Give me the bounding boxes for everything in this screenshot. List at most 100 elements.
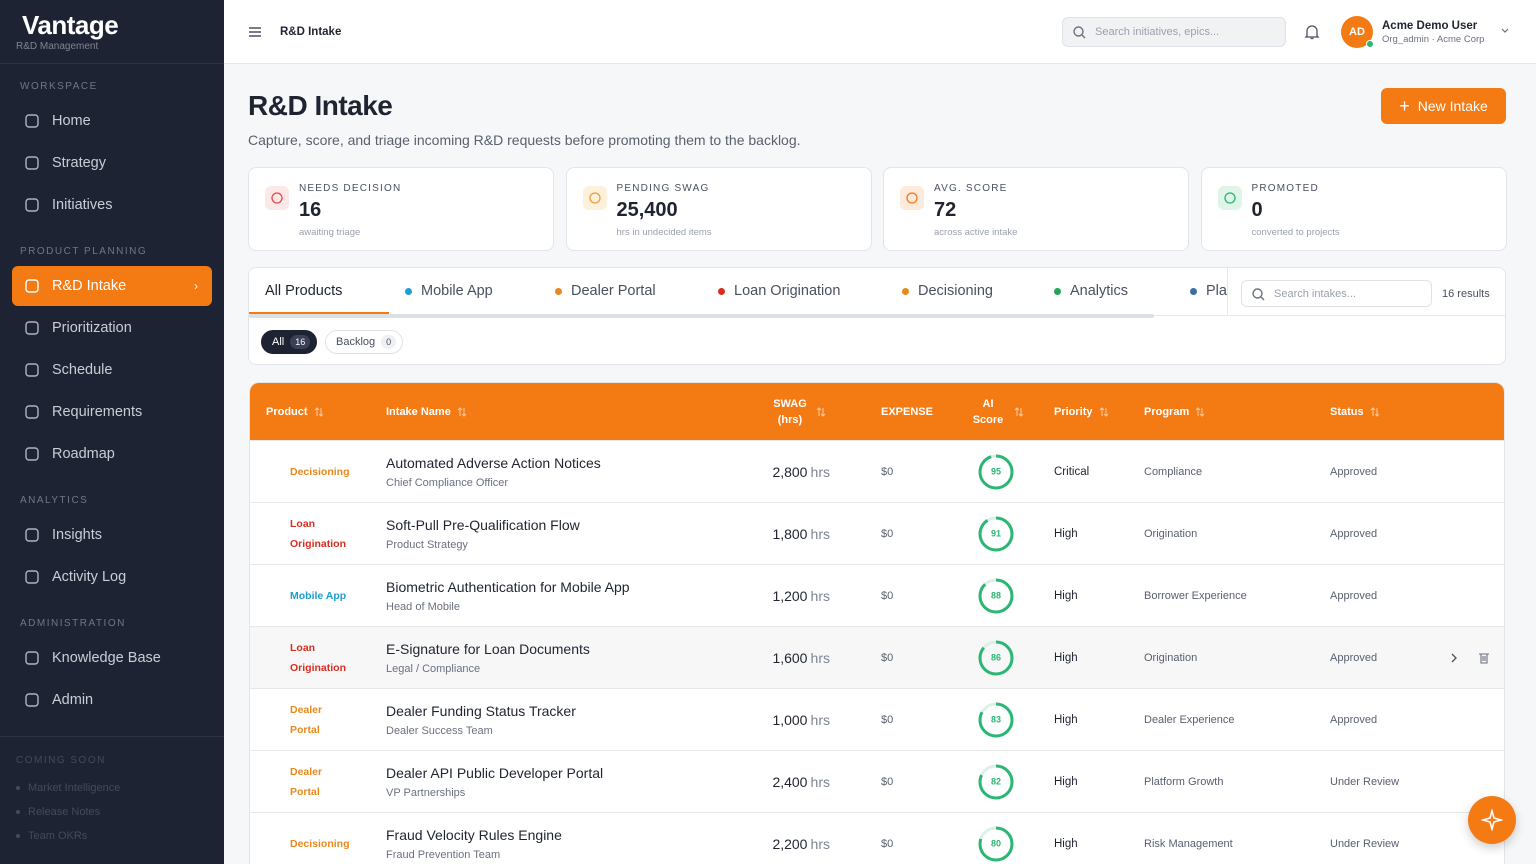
table-row[interactable]: Decisioning Automated Adverse Action Noti… <box>250 440 1504 502</box>
program: Platform Growth <box>1144 775 1224 788</box>
new-intake-button[interactable]: + New Intake <box>1381 88 1506 124</box>
swag: 1,800 <box>772 525 808 542</box>
table-row[interactable]: Dealer Portal Dealer API Public Developer… <box>250 750 1504 812</box>
filter-pill[interactable]: All 16 <box>261 330 318 354</box>
table-row[interactable]: Mobile App Biometric Authentication for M… <box>250 564 1504 626</box>
table-row[interactable]: Decisioning Fraud Velocity Rules Engine Fr… <box>250 812 1504 864</box>
table-row[interactable]: Loan Origination Soft-Pull Pre-Qualificat… <box>250 502 1504 564</box>
filter-count: 16 <box>290 335 311 349</box>
stat-icon <box>900 186 924 210</box>
column-header[interactable]: Status <box>1322 406 1504 418</box>
sort-icon[interactable] <box>1195 406 1205 417</box>
expense: $0 <box>881 589 894 602</box>
product-tab[interactable]: Loan Origination <box>718 268 840 314</box>
ai-assistant-button[interactable] <box>1468 796 1516 844</box>
expense: $0 <box>881 527 894 540</box>
product-tab[interactable]: All Products <box>265 268 342 314</box>
tab-label: Analytics <box>1070 283 1129 299</box>
icon-shape <box>1195 406 1205 417</box>
notifications[interactable] <box>1304 24 1320 40</box>
score-ring: 80 <box>978 826 1014 861</box>
column-header[interactable]: Priority <box>1046 406 1136 418</box>
product-tab[interactable]: Analytics <box>1054 268 1128 314</box>
column-header[interactable]: AI Score <box>946 396 1046 428</box>
brand[interactable]: Vantage <box>22 10 119 40</box>
table-row[interactable]: Loan Origination E-Signature for Loan Doc… <box>250 626 1504 688</box>
row-actions[interactable] <box>1448 651 1492 665</box>
icon <box>906 192 918 204</box>
filter-pill[interactable]: Backlog 0 <box>325 330 404 354</box>
status: Under Review <box>1330 775 1400 788</box>
global-search[interactable]: Search initiatives, epics... <box>1062 17 1286 47</box>
cell: 80 <box>946 825 1046 863</box>
stat-label: AVG. SCORE <box>934 183 1008 194</box>
icon-shape <box>1099 406 1108 417</box>
nav-item[interactable]: Knowledge Base <box>12 638 212 678</box>
active-tab-indicator <box>249 312 389 314</box>
product: Decisioning <box>290 837 350 850</box>
cell: 86 <box>946 639 1046 677</box>
nav-item[interactable]: Roadmap <box>12 434 212 474</box>
priority: High <box>1054 589 1078 602</box>
tab-dot <box>405 287 412 295</box>
nav-item[interactable]: Prioritization <box>12 308 212 348</box>
nav-item[interactable]: Activity Log <box>12 557 212 597</box>
priority: High <box>1054 713 1078 726</box>
column-header[interactable]: SWAG (hrs) <box>766 396 846 428</box>
nav-item[interactable]: Requirements <box>12 392 212 432</box>
product-tab[interactable]: Mobile App <box>405 268 493 314</box>
nav-label: Knowledge Base <box>52 650 161 666</box>
icon-shape <box>271 192 283 204</box>
column-header[interactable]: Product <box>250 406 386 418</box>
sort-icon[interactable] <box>816 406 826 417</box>
nav-label: R&D Intake <box>52 278 127 294</box>
expense: $0 <box>881 775 894 788</box>
nav-item[interactable]: Admin <box>12 680 212 720</box>
menu-button[interactable] <box>248 25 262 39</box>
sort-icon[interactable] <box>314 406 324 417</box>
product-tab[interactable]: Decisioning <box>902 268 993 314</box>
ring-arc <box>978 454 1014 489</box>
score-value: 91 <box>991 528 1001 538</box>
swag: 1,200 <box>772 587 808 604</box>
sort-icon[interactable] <box>457 406 467 417</box>
sort-icon[interactable] <box>1014 406 1024 417</box>
priority: High <box>1054 527 1078 540</box>
column-header[interactable]: Program <box>1136 406 1322 418</box>
nav-item[interactable]: Insights <box>12 515 212 555</box>
program: Origination <box>1144 651 1198 664</box>
column-header[interactable]: Intake Name <box>386 406 766 418</box>
sort-icon[interactable] <box>1099 406 1109 417</box>
delete-icon[interactable] <box>1479 653 1489 664</box>
stat-label: PROMOTED <box>1251 183 1319 194</box>
status: Approved <box>1330 465 1378 478</box>
section-label: COMING SOON <box>16 755 106 766</box>
table-row[interactable]: Dealer Portal Dealer Funding Status Track… <box>250 688 1504 750</box>
user-menu[interactable] <box>1500 27 1510 35</box>
tab-scrollbar[interactable] <box>249 314 1154 318</box>
column-header[interactable]: EXPENSE <box>846 406 946 418</box>
tab-label: Loan Origination <box>734 283 841 299</box>
product-tab[interactable]: Dealer Portal <box>555 268 656 314</box>
nav-icon <box>25 156 39 170</box>
nav-item[interactable]: R&D Intake › <box>12 266 212 306</box>
page-title: R&D Intake <box>248 90 393 121</box>
column-label: Program <box>1144 405 1190 418</box>
open-icon[interactable] <box>1451 653 1457 663</box>
tab-label: Decisioning <box>918 283 993 299</box>
ring-arc <box>978 826 1014 861</box>
avatar[interactable]: AD <box>1341 16 1373 48</box>
nav-item[interactable]: Initiatives <box>12 185 212 225</box>
score-value: 86 <box>991 652 1001 662</box>
sort-icon[interactable] <box>1370 406 1380 417</box>
sparkle-icon <box>1481 809 1503 831</box>
nav-item[interactable]: Home <box>12 101 212 141</box>
owner: Dealer Success Team <box>386 724 493 737</box>
score-ring: 91 <box>978 516 1014 551</box>
nav-label: Strategy <box>52 155 106 171</box>
nav-item[interactable]: Schedule <box>12 350 212 390</box>
nav-item[interactable]: Strategy <box>12 143 212 183</box>
intake-search[interactable]: Search intakes... <box>1241 280 1432 307</box>
score-ring: 95 <box>978 454 1014 489</box>
